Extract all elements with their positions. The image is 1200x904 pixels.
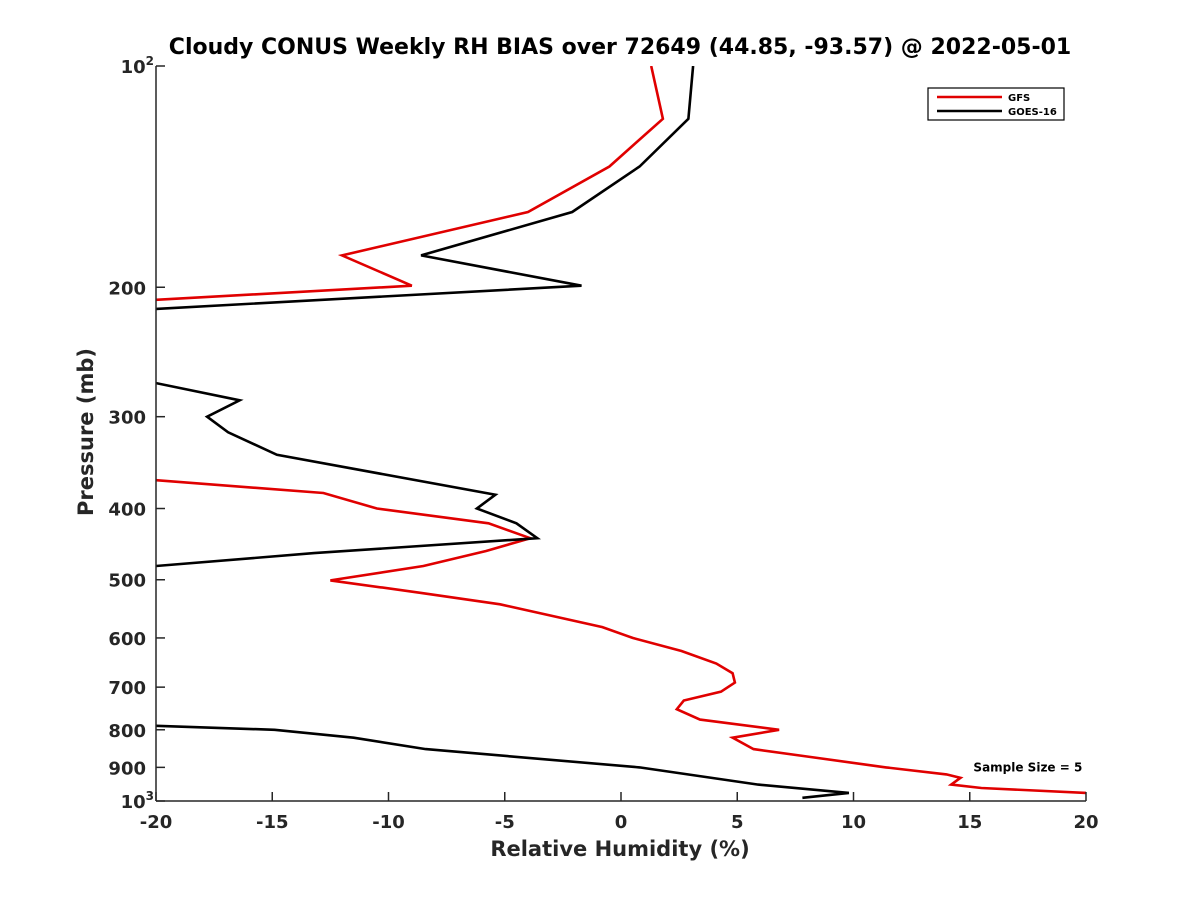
series-line-goes-16-3 bbox=[156, 724, 850, 800]
x-tick-label: -20 bbox=[140, 812, 173, 833]
x-tick-label: 15 bbox=[957, 812, 982, 833]
x-tick-label: 0 bbox=[615, 812, 628, 833]
series-line-goes-16-1 bbox=[156, 66, 695, 311]
y-tick-label: 300 bbox=[108, 408, 146, 429]
axes: -20 -15 -10 -5 0 5 10 15 20 102 200 300 400 500 600 700… bbox=[108, 54, 1098, 833]
x-tick-label: 5 bbox=[731, 812, 744, 833]
x-tick-label: -10 bbox=[372, 812, 405, 833]
y-axis-label: Pressure (mb) bbox=[74, 348, 98, 516]
series-line-gfs-2 bbox=[156, 478, 1086, 795]
series-line-goes-16-2 bbox=[156, 381, 542, 568]
x-tick-label: -15 bbox=[256, 812, 289, 833]
legend-label-goes-16: GOES-16 bbox=[1008, 107, 1057, 118]
y-tick-label: 400 bbox=[108, 500, 146, 521]
y-tick-label: 600 bbox=[108, 629, 146, 650]
x-tick-label: 10 bbox=[841, 812, 866, 833]
y-tick-label: 800 bbox=[108, 721, 146, 742]
y-tick-label: 103 bbox=[121, 789, 154, 813]
x-tick-label: -5 bbox=[495, 812, 515, 833]
x-axis-label: Relative Humidity (%) bbox=[490, 837, 749, 861]
y-tick-label: 102 bbox=[121, 54, 154, 78]
y-tick-label: 700 bbox=[108, 678, 146, 699]
plot-area bbox=[156, 66, 1086, 800]
legend: GFS GOES-16 bbox=[927, 87, 1065, 121]
y-tick-label: 500 bbox=[108, 571, 146, 592]
chart-title: Cloudy CONUS Weekly RH BIAS over 72649 (… bbox=[169, 35, 1071, 60]
y-tick-label: 900 bbox=[108, 758, 146, 779]
series-line-gfs-1 bbox=[156, 66, 665, 302]
sample-size-annotation: Sample Size = 5 bbox=[973, 760, 1082, 774]
legend-label-gfs: GFS bbox=[1008, 93, 1030, 104]
x-tick-label: 20 bbox=[1073, 812, 1098, 833]
y-tick-label: 200 bbox=[108, 278, 146, 299]
legend-box bbox=[927, 87, 1065, 121]
